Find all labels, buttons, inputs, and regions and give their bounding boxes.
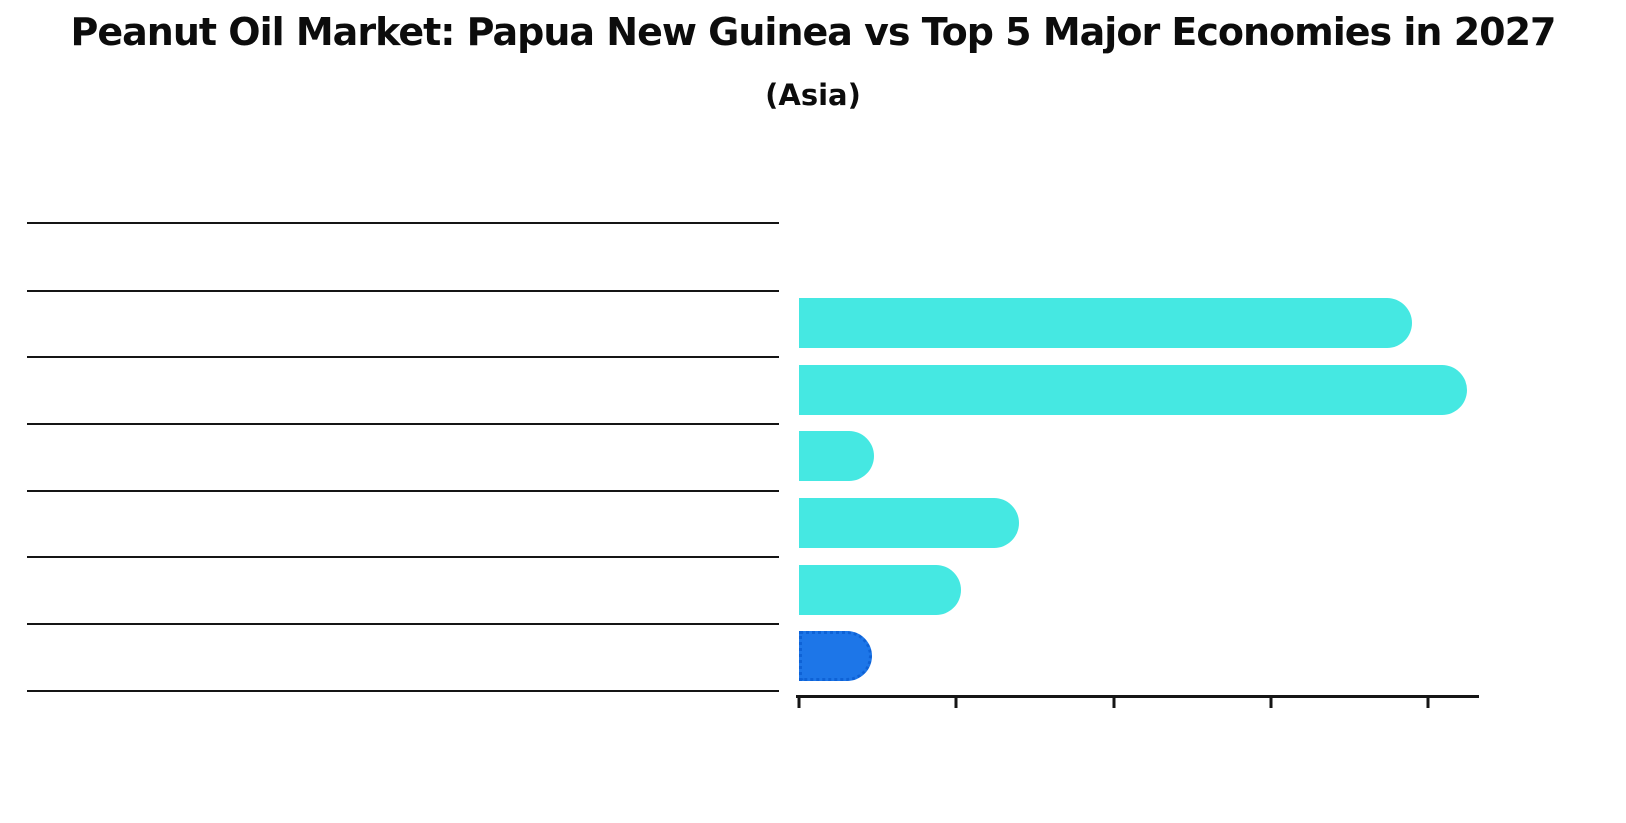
x-axis-tick [797, 698, 801, 708]
x-axis-line [796, 695, 1479, 698]
x-axis-tick [1269, 698, 1273, 708]
table-row-line [27, 623, 779, 625]
table-row-line [27, 556, 779, 558]
x-axis-tick [1112, 698, 1115, 708]
table-row-line [27, 356, 779, 358]
chart-title: Peanut Oil Market: Papua New Guinea vs T… [70, 10, 1557, 54]
table-row-line [27, 290, 779, 292]
x-axis-tick [954, 698, 958, 708]
bar-highlighted [799, 631, 873, 681]
table-top-line [27, 222, 779, 224]
bar [799, 365, 1468, 415]
table-row-line [27, 423, 779, 425]
table-row-line [27, 490, 779, 492]
chart-subtitle: (Asia) [765, 78, 861, 112]
bar [799, 298, 1413, 348]
bar [799, 498, 1019, 548]
x-axis-tick [1426, 698, 1430, 708]
table-row-line [27, 690, 779, 692]
bar [799, 565, 961, 615]
bar [799, 431, 875, 481]
